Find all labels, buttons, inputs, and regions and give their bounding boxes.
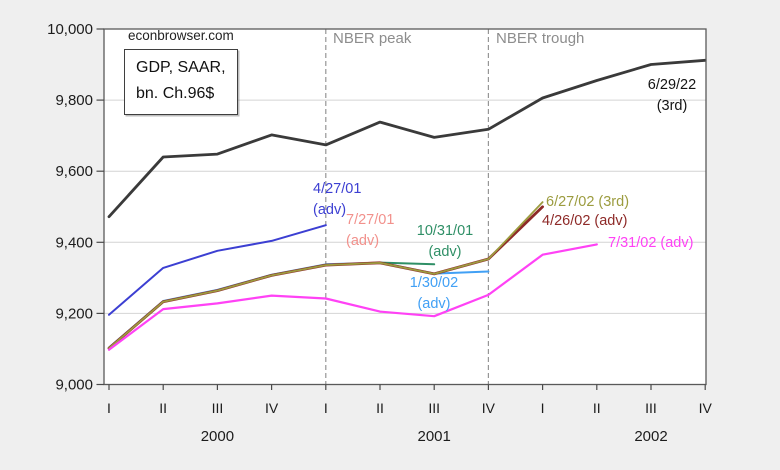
series-label-1-30-02-adv: 1/30/02 (adv) [400, 273, 468, 315]
series-label-line: (adv) [346, 233, 380, 249]
y-tick-label-10000: 10,000 [47, 21, 93, 38]
series-label-line: (3rd) [656, 98, 688, 114]
series-label-line: 7/31/02 (adv) [608, 235, 694, 251]
y-tick-label-9800: 9,800 [55, 92, 93, 109]
series-label-6-27-02-3rd: 6/27/02 (3rd) [546, 192, 629, 213]
series-line-7-31-02-adv [107, 243, 598, 351]
series-line-4-27-01-adv [108, 224, 327, 316]
series-label-line: 4/26/02 (adv) [542, 213, 628, 229]
series-label-line: 4/27/01 [313, 181, 362, 197]
plot-frame [103, 28, 707, 386]
nber-trough-label: NBER trough [496, 30, 585, 47]
year-label-2001: 2001 [418, 428, 451, 445]
series-label-4-27-01-adv: 4/27/01 (adv) [313, 179, 361, 221]
x-quarter-label-10: II [593, 400, 601, 416]
x-quarter-label-7: III [428, 400, 440, 416]
series-label-10-31-01-adv: 10/31/01 (adv) [412, 221, 478, 263]
title-box-line1: GDP, SAAR, [136, 59, 226, 76]
series-label-line: 7/27/01 [346, 212, 395, 228]
series-line-6-29-22-3rd [107, 58, 707, 219]
series-label-line: (adv) [313, 202, 347, 218]
x-quarter-label-3: III [212, 400, 224, 416]
x-quarter-label-9: I [541, 400, 545, 416]
x-quarter-label-6: II [376, 400, 384, 416]
series-label-line: (adv) [417, 296, 451, 312]
series-label-line: 6/29/22 [647, 77, 697, 93]
year-label-2002: 2002 [634, 428, 667, 445]
x-quarter-label-5: I [324, 400, 328, 416]
series-line-6-27-02-3rd [108, 201, 544, 350]
watermark-econbrowser: econbrowser.com [128, 28, 234, 43]
year-label-2000: 2000 [201, 428, 234, 445]
x-quarter-label-11: III [645, 400, 657, 416]
y-tick-label-9000: 9,000 [55, 377, 93, 394]
series-label-4-26-02-adv: 4/26/02 (adv) [542, 211, 627, 232]
series-label-line: 1/30/02 [409, 275, 459, 291]
chart-title-box: GDP, SAAR, bn. Ch.96$ [124, 49, 238, 115]
series-label-7-27-01-adv: 7/27/01 (adv) [346, 210, 394, 252]
title-box-line2: bn. Ch.96$ [136, 85, 215, 102]
x-quarter-label-4: IV [265, 400, 279, 416]
x-quarter-label-8: IV [482, 400, 496, 416]
series-label-line: 6/27/02 (3rd) [546, 194, 630, 210]
series-label-line: (adv) [428, 244, 462, 260]
y-tick-label-9400: 9,400 [55, 234, 93, 251]
y-tick-label-9600: 9,600 [55, 163, 93, 180]
nber-peak-label: NBER peak [333, 30, 412, 47]
x-quarter-label-2: II [159, 400, 167, 416]
x-quarter-label-1: I [107, 400, 111, 416]
y-tick-label-9200: 9,200 [55, 305, 93, 322]
series-label-7-31-02-adv: 7/31/02 (adv) [608, 233, 693, 254]
series-label-6-29-22-3rd: 6/29/22 (3rd) [635, 75, 709, 117]
x-quarter-label-12: IV [699, 400, 713, 416]
series-label-line: 10/31/01 [416, 223, 474, 239]
